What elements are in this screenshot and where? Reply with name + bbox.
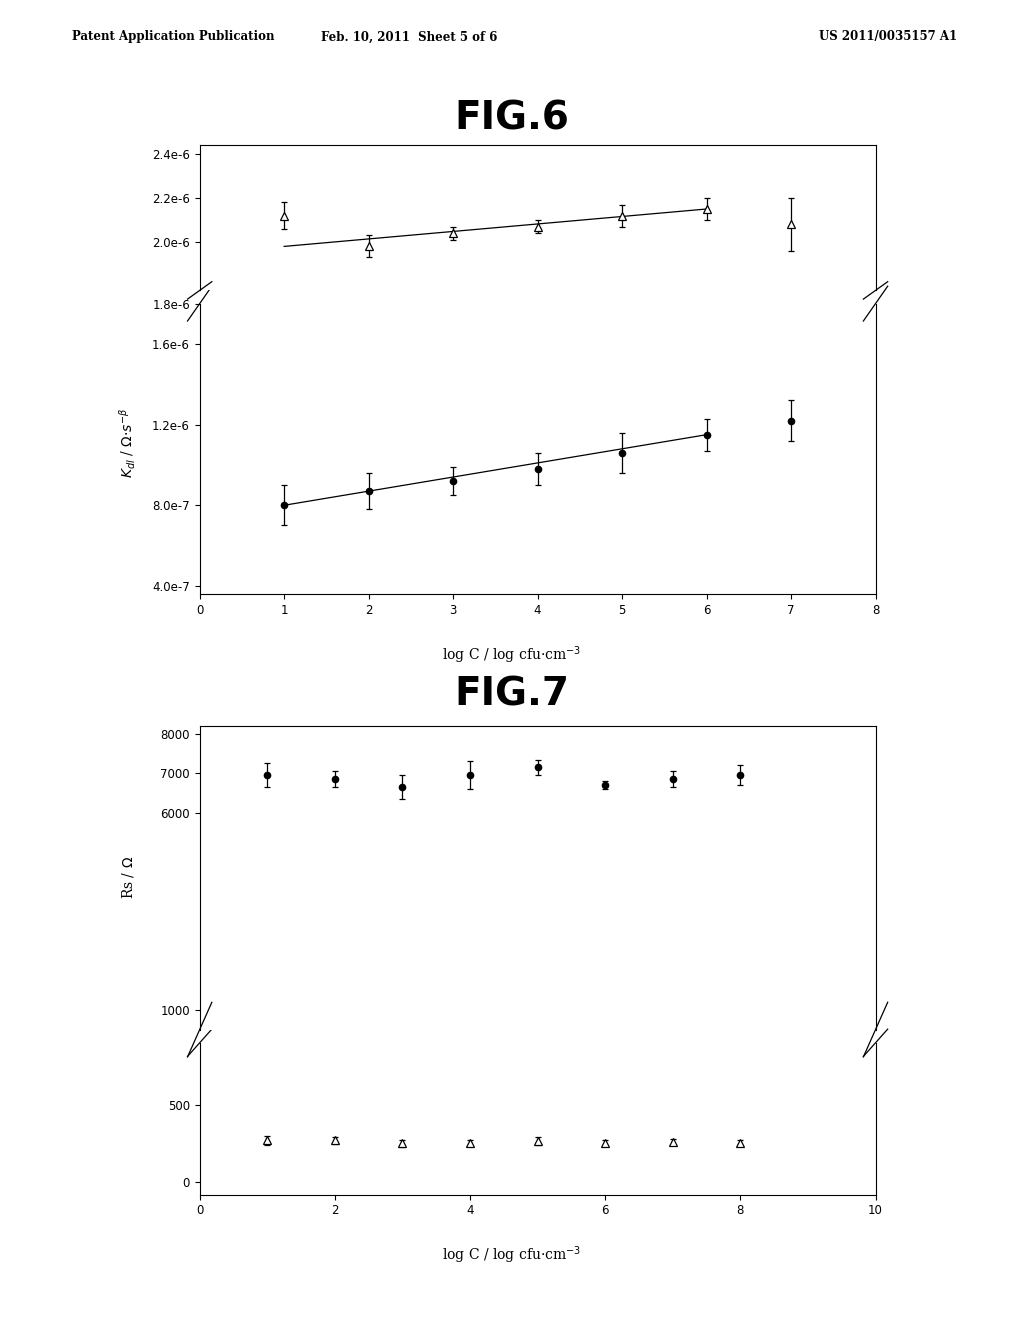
Text: $K_{dl}$ / $\Omega{\cdot}s^{-\beta}$: $K_{dl}$ / $\Omega{\cdot}s^{-\beta}$: [118, 407, 138, 478]
Text: log C / log cfu$\cdot$cm$^{-3}$: log C / log cfu$\cdot$cm$^{-3}$: [442, 1245, 582, 1266]
Text: FIG.6: FIG.6: [455, 99, 569, 137]
Text: FIG.7: FIG.7: [455, 676, 569, 714]
Text: Patent Application Publication: Patent Application Publication: [72, 30, 274, 44]
Text: US 2011/0035157 A1: US 2011/0035157 A1: [819, 30, 957, 44]
Text: Feb. 10, 2011  Sheet 5 of 6: Feb. 10, 2011 Sheet 5 of 6: [322, 30, 498, 44]
Text: log C / log cfu$\cdot$cm$^{-3}$: log C / log cfu$\cdot$cm$^{-3}$: [442, 644, 582, 665]
Text: Rs / $\Omega$: Rs / $\Omega$: [120, 857, 136, 899]
